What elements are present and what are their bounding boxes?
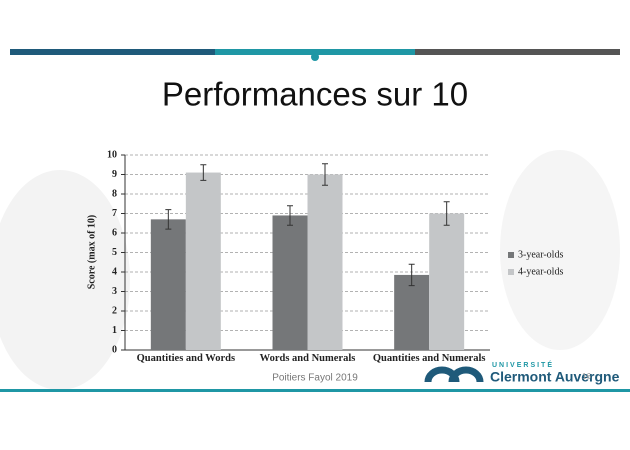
bar — [150, 219, 186, 350]
legend-label: 4-year-olds — [518, 266, 563, 277]
error-bar — [165, 209, 172, 230]
watermark — [500, 150, 620, 350]
y-tick-label: 1 — [112, 325, 117, 336]
x-tick-label: Quantities and Numerals — [372, 353, 486, 364]
y-tick-label: 2 — [112, 305, 117, 316]
footer: Poitiers Fayol 2019 — [272, 373, 358, 384]
error-bar — [322, 163, 328, 186]
logo-top: UNIVERSITÉ — [492, 360, 554, 369]
bottom-band — [0, 389, 630, 392]
y-tick-label: 0 — [112, 344, 117, 355]
logo-name: Clermont Auvergne — [490, 369, 620, 385]
y-axis-label: Score (max of 10) — [86, 215, 97, 290]
legend-label: 3-year-olds — [518, 249, 563, 260]
bar — [185, 172, 221, 350]
y-tick-label: 4 — [112, 266, 117, 277]
page-number: 16 — [582, 372, 591, 381]
y-tick-label: 7 — [112, 208, 117, 219]
y-tick-label: 8 — [112, 188, 117, 199]
legend-swatch — [508, 269, 514, 275]
error-bar — [200, 164, 207, 181]
bar — [307, 174, 343, 350]
bar — [394, 274, 430, 350]
y-tick-label: 3 — [112, 286, 117, 297]
y-tick-label: 6 — [112, 227, 117, 238]
slide-title: Performances sur 10 — [162, 76, 468, 113]
top-band — [10, 49, 215, 55]
x-tick-label: Words and Numerals — [259, 353, 356, 364]
x-tick-label: Quantities and Words — [136, 353, 236, 364]
error-bar — [408, 263, 415, 287]
y-tick-label: 10 — [107, 149, 117, 160]
band-dot — [311, 53, 319, 61]
error-bar — [443, 201, 450, 226]
bar — [429, 213, 465, 350]
top-band — [415, 49, 620, 55]
bar — [272, 215, 308, 350]
y-tick-label: 5 — [112, 247, 117, 258]
logo-mark — [424, 366, 484, 383]
legend-swatch — [508, 252, 514, 258]
watermark — [0, 170, 130, 390]
top-band — [215, 49, 415, 55]
error-bar — [287, 205, 293, 226]
y-tick-label: 9 — [112, 169, 117, 180]
